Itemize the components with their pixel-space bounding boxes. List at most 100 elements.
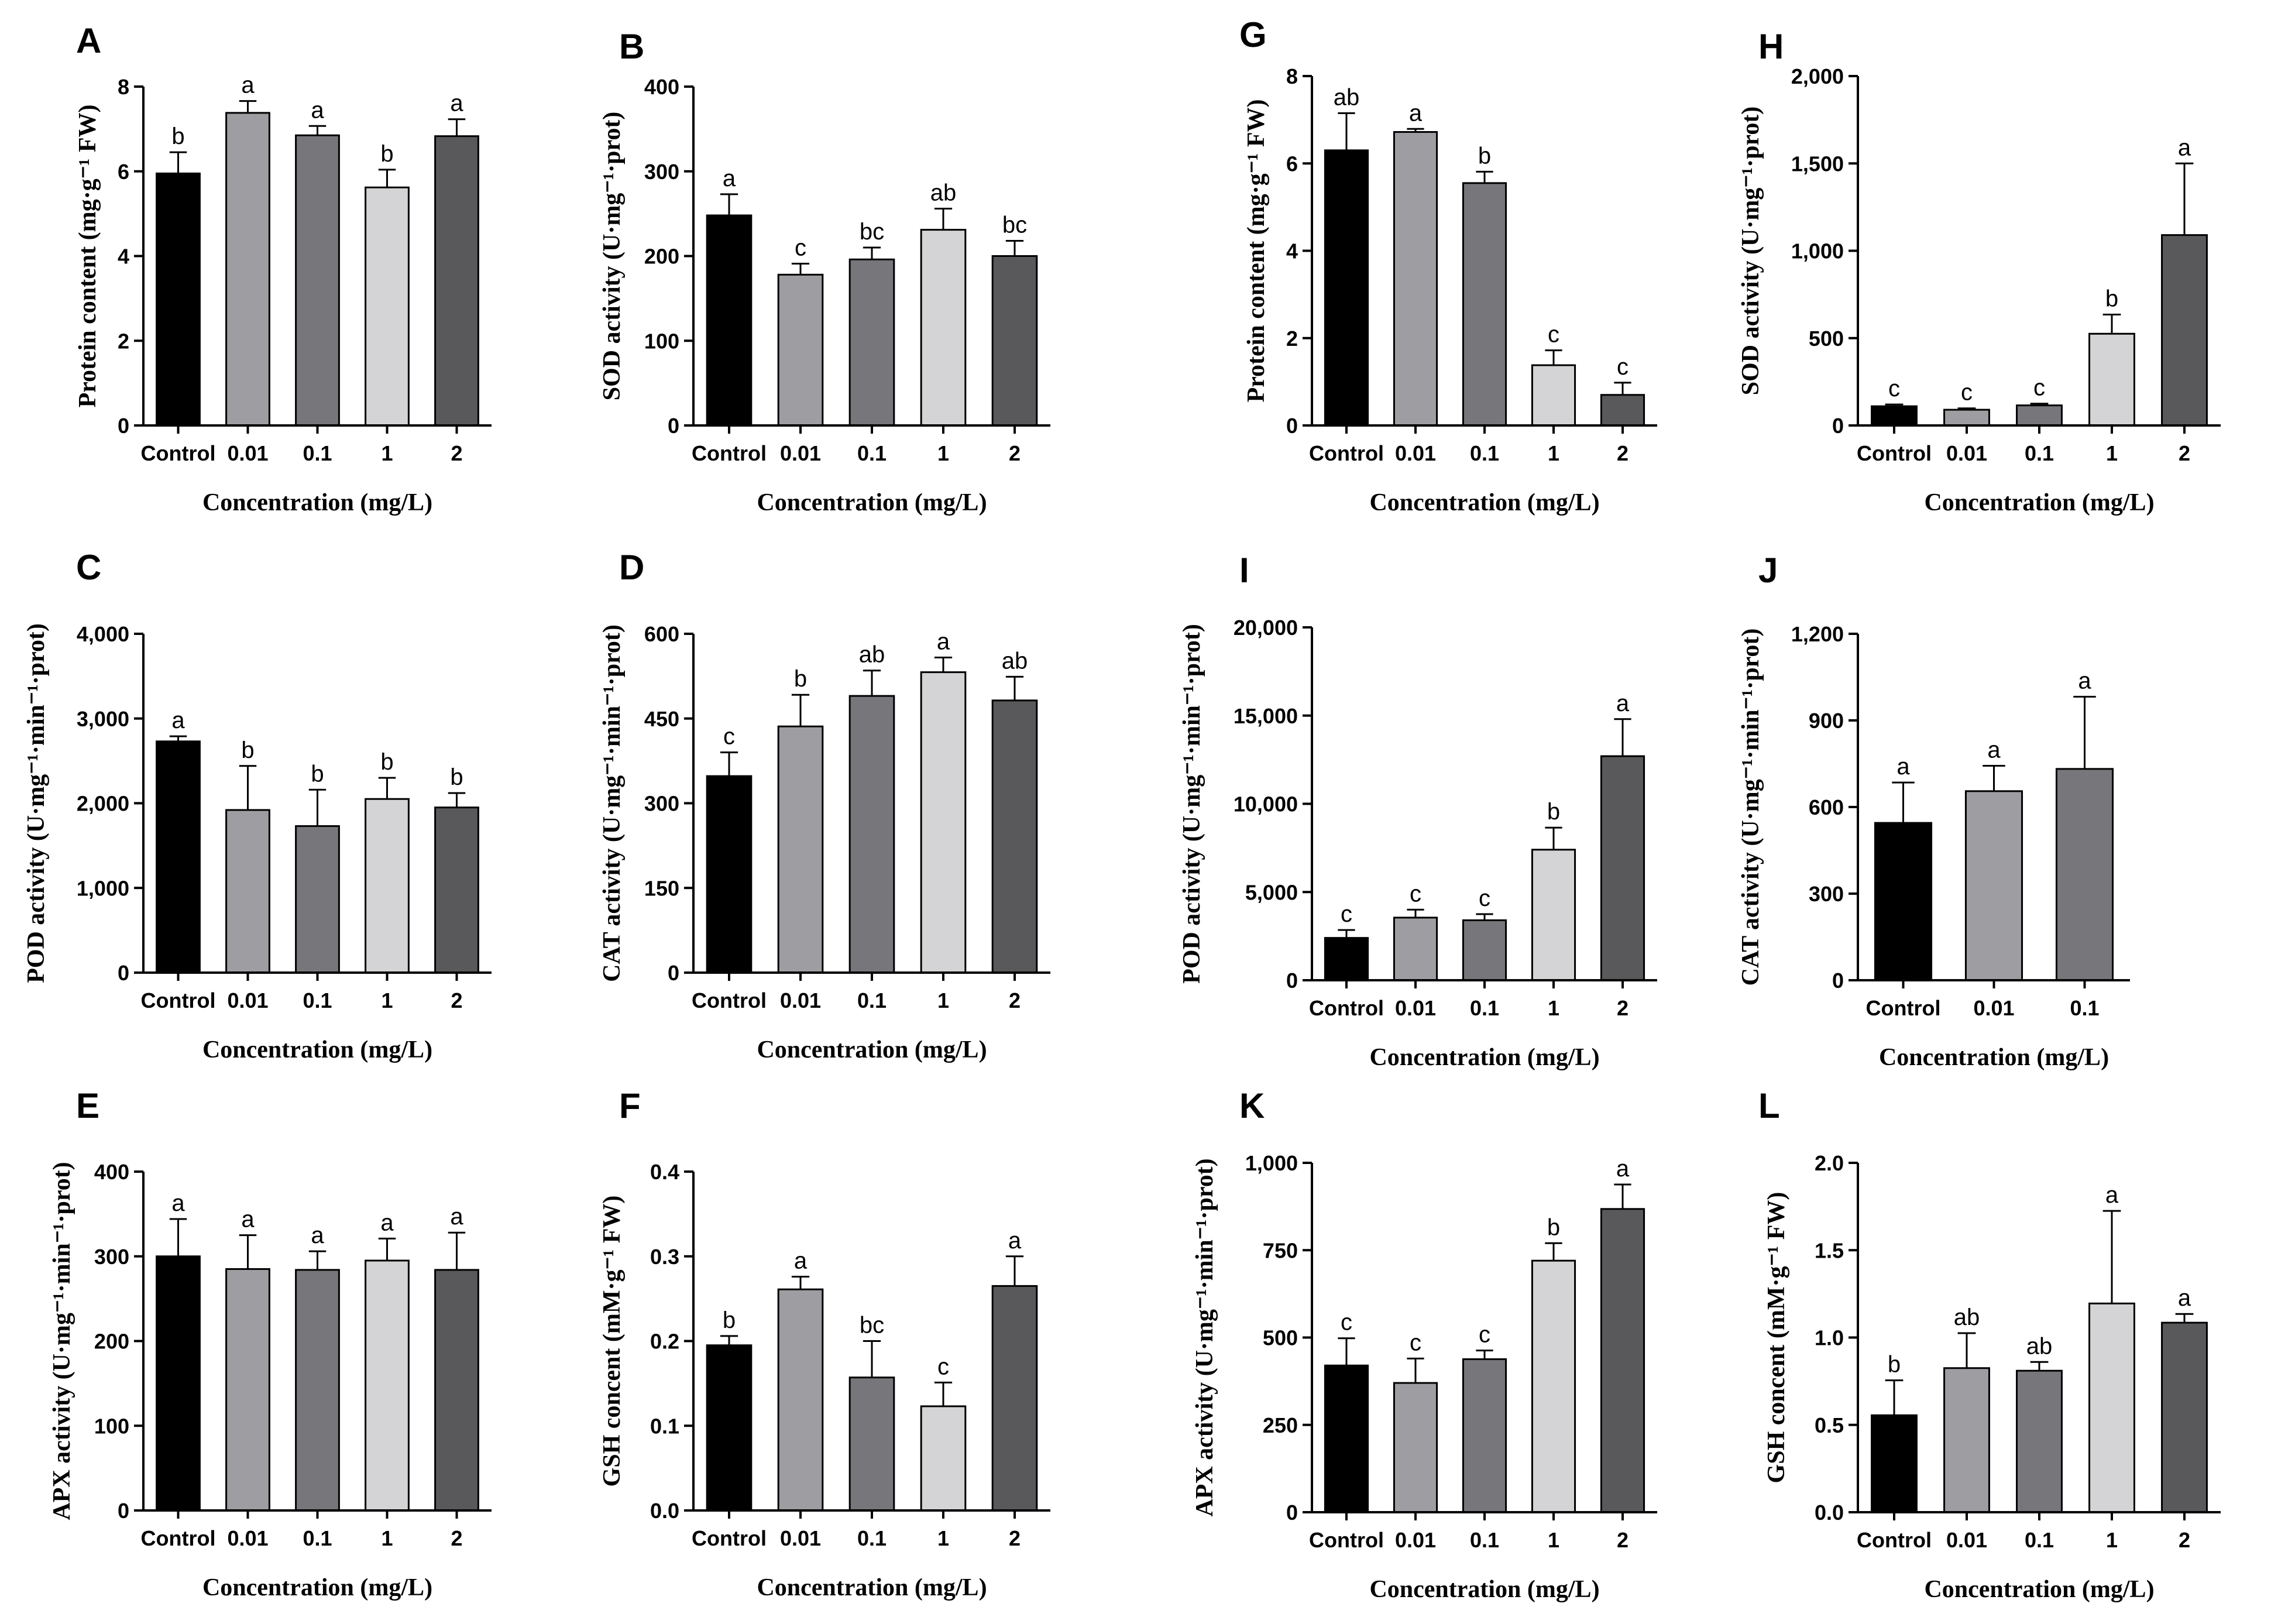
significance-label: a xyxy=(171,708,185,733)
y-tick-label: 200 xyxy=(94,1330,129,1354)
significance-label: bc xyxy=(860,1313,884,1338)
bar-2 xyxy=(1600,1208,1645,1513)
bar-1 xyxy=(365,798,410,974)
significance-label: b xyxy=(794,666,807,692)
y-axis-title: Protein content (mg·g⁻¹ FW) xyxy=(1243,99,1270,402)
x-tick-label: 0.01 xyxy=(1973,996,2014,1020)
x-tick-label: 2 xyxy=(451,441,462,465)
y-tick-label: 0 xyxy=(118,961,129,985)
significance-label: c xyxy=(1341,901,1352,927)
significance-label: ab xyxy=(930,180,957,205)
x-tick-label: Control xyxy=(1309,1528,1384,1552)
x-axis-title: Concentration (mg/L) xyxy=(757,1574,987,1601)
x-tick-label: 2 xyxy=(451,988,462,1012)
y-tick-label: 250 xyxy=(1263,1413,1298,1437)
x-tick-label: 0.01 xyxy=(1395,1528,1436,1552)
significance-label: bc xyxy=(860,219,884,245)
significance-label: c xyxy=(1341,1310,1352,1335)
significance-label: a xyxy=(450,91,463,116)
x-tick-label: Control xyxy=(141,441,216,465)
y-tick-label: 0 xyxy=(118,1499,129,1523)
x-tick-label: Control xyxy=(1857,441,1932,465)
x-tick-label: 0.1 xyxy=(857,988,887,1012)
significance-label: a xyxy=(1008,1228,1022,1254)
x-tick-label: 0.1 xyxy=(2025,1528,2054,1552)
significance-label: a xyxy=(937,629,950,655)
significance-label: a xyxy=(311,97,324,123)
y-tick-label: 450 xyxy=(644,707,679,731)
bar-0_01 xyxy=(777,725,824,974)
bar-1 xyxy=(2088,332,2135,427)
x-tick-label: Control xyxy=(1857,1528,1932,1552)
panel-letter: C xyxy=(76,548,101,587)
bar-0_1 xyxy=(848,258,895,427)
significance-label: a xyxy=(2078,668,2091,694)
y-tick-label: 500 xyxy=(1809,327,1844,351)
x-tick-label: Control xyxy=(141,988,216,1012)
x-tick-label: 1 xyxy=(381,441,393,465)
x-tick-label: Control xyxy=(1309,441,1384,465)
x-tick-label: 0.01 xyxy=(227,988,268,1012)
significance-label: b xyxy=(1888,1352,1901,1378)
x-tick-label: 0.1 xyxy=(303,988,332,1012)
panel-letter: E xyxy=(76,1086,99,1125)
x-tick-label: Control xyxy=(692,988,767,1012)
y-tick-label: 0 xyxy=(118,414,129,438)
bar-0_1 xyxy=(295,1269,340,1512)
x-axis-title: Concentration (mg/L) xyxy=(757,489,987,516)
y-axis-title: CAT activity (U·mg⁻¹·min⁻¹·prot) xyxy=(599,624,626,982)
significance-label: a xyxy=(380,1210,394,1235)
y-tick-label: 1.5 xyxy=(1815,1238,1844,1262)
significance-label: a xyxy=(1896,754,1910,780)
y-axis-title: CAT activity (U·mg⁻¹·min⁻¹·prot) xyxy=(1737,629,1764,986)
bar-0_01 xyxy=(1943,1367,1990,1513)
x-tick-label: 1 xyxy=(381,1526,393,1550)
y-tick-label: 500 xyxy=(1263,1326,1298,1350)
significance-label: b xyxy=(241,737,254,763)
y-tick-label: 15,000 xyxy=(1234,704,1298,728)
x-axis-title: Concentration (mg/L) xyxy=(202,1036,432,1063)
y-tick-label: 300 xyxy=(1809,882,1844,906)
bar-0_1 xyxy=(2016,1369,2063,1513)
bar-control xyxy=(1324,937,1369,981)
bar-0_01 xyxy=(225,1268,270,1512)
x-tick-label: 0.01 xyxy=(780,1526,821,1550)
bar-0_1 xyxy=(295,134,340,427)
x-tick-label: 1 xyxy=(937,1526,949,1550)
panel-letter: D xyxy=(619,548,644,587)
y-tick-label: 300 xyxy=(644,792,679,816)
bar-1 xyxy=(920,1405,967,1512)
y-tick-label: 400 xyxy=(94,1160,129,1184)
bar-control xyxy=(706,775,753,974)
y-axis-title: POD activity (U·mg⁻¹·min⁻¹·prot) xyxy=(23,623,50,983)
y-tick-label: 400 xyxy=(644,75,679,99)
significance-label: b xyxy=(1478,143,1491,169)
x-tick-label: 2 xyxy=(451,1526,462,1550)
bar-0_01 xyxy=(1393,131,1438,427)
significance-label: c xyxy=(1888,376,1900,401)
bar-0_01 xyxy=(1943,408,1990,427)
bar-2 xyxy=(2161,1321,2208,1513)
bar-2 xyxy=(2161,234,2208,427)
x-tick-label: 1 xyxy=(2106,441,2118,465)
y-tick-label: 0 xyxy=(1286,1501,1298,1525)
y-tick-label: 100 xyxy=(94,1414,129,1438)
significance-label: c xyxy=(723,724,735,750)
bar-2 xyxy=(991,1285,1038,1512)
y-tick-label: 0 xyxy=(1286,414,1298,438)
significance-label: c xyxy=(1410,881,1421,907)
significance-label: bc xyxy=(1002,212,1027,238)
x-tick-label: 0.1 xyxy=(1470,441,1499,465)
y-tick-label: 8 xyxy=(118,75,129,99)
x-tick-label: 1 xyxy=(381,988,393,1012)
y-tick-label: 0 xyxy=(1832,969,1844,993)
x-tick-label: 0.1 xyxy=(857,1526,887,1550)
bar-1 xyxy=(365,186,410,427)
bar-0_01 xyxy=(225,809,270,974)
significance-label: a xyxy=(450,1204,463,1230)
x-axis-title: Concentration (mg/L) xyxy=(757,1036,987,1063)
bar-control xyxy=(1324,149,1369,427)
bar-2 xyxy=(434,806,479,974)
bar-0_1 xyxy=(1462,919,1507,981)
y-tick-label: 0.3 xyxy=(650,1245,679,1269)
